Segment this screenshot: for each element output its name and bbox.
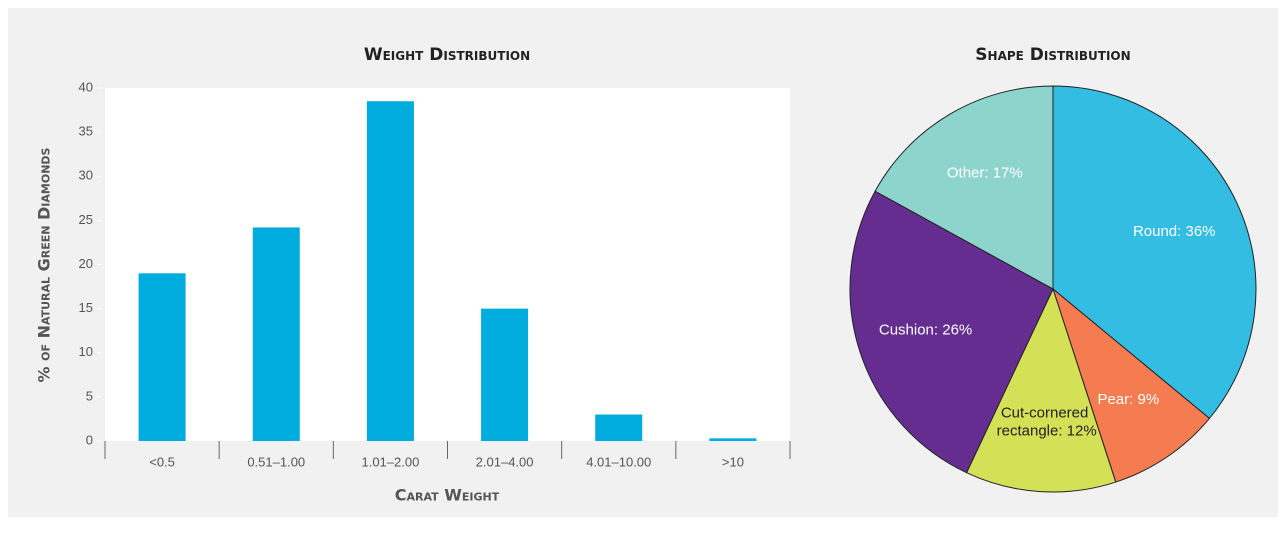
y-tick-label: 15 — [79, 300, 93, 315]
x-tick-label: 1.01–2.00 — [361, 454, 419, 469]
pie-slice — [874, 85, 1054, 290]
y-tick-label: 30 — [79, 168, 93, 183]
pie-slice — [1051, 287, 1211, 483]
pie-slice — [1052, 85, 1257, 420]
chart-title: Weight Distribution — [364, 45, 530, 65]
chart-title: Shape Distribution — [975, 45, 1130, 65]
slice-label: Round: 36% — [1133, 223, 1216, 240]
y-tick-label: 35 — [79, 124, 93, 139]
pie-slice — [965, 287, 1117, 493]
slice-label: Cushion: 26% — [879, 321, 972, 338]
bar — [366, 101, 414, 442]
y-tick-label: 5 — [86, 388, 93, 403]
bar — [709, 438, 757, 441]
x-tick-label: 0.51–1.00 — [247, 454, 305, 469]
x-tick-label: 4.01–10.00 — [586, 454, 651, 469]
y-tick-label: 20 — [79, 256, 93, 271]
x-tick-label: <0.5 — [149, 454, 175, 469]
slice-label: Cut-cornered rectangle: 12% — [992, 405, 1096, 440]
slice-label: Other: 17% — [947, 165, 1023, 182]
plot-area — [105, 88, 790, 441]
bar — [138, 273, 186, 441]
x-tick-label: >10 — [722, 454, 744, 469]
x-tick-label: 2.01–4.00 — [476, 454, 534, 469]
bar — [252, 227, 300, 441]
y-tick-label: 0 — [86, 432, 93, 447]
y-axis-label: % of Natural Green Diamonds — [35, 147, 54, 382]
bar — [595, 414, 643, 441]
x-axis-label: Carat Weight — [395, 486, 500, 505]
slice-label: Pear: 9% — [1097, 391, 1159, 408]
bar — [481, 308, 529, 441]
y-tick-label: 40 — [79, 79, 93, 94]
y-tick-label: 10 — [79, 344, 93, 359]
y-tick-label: 25 — [79, 212, 93, 227]
